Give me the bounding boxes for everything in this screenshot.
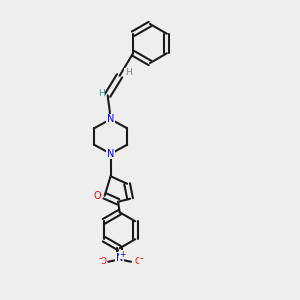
Text: N: N (107, 149, 114, 159)
Text: H: H (124, 68, 131, 77)
Text: H: H (98, 89, 105, 98)
Text: O: O (99, 256, 106, 266)
Text: N: N (116, 253, 123, 263)
Text: O: O (134, 256, 141, 266)
Text: N: N (107, 114, 114, 124)
Text: -: - (140, 253, 143, 263)
Text: +: + (119, 250, 126, 259)
Text: O: O (93, 191, 101, 201)
Text: -: - (98, 253, 102, 263)
